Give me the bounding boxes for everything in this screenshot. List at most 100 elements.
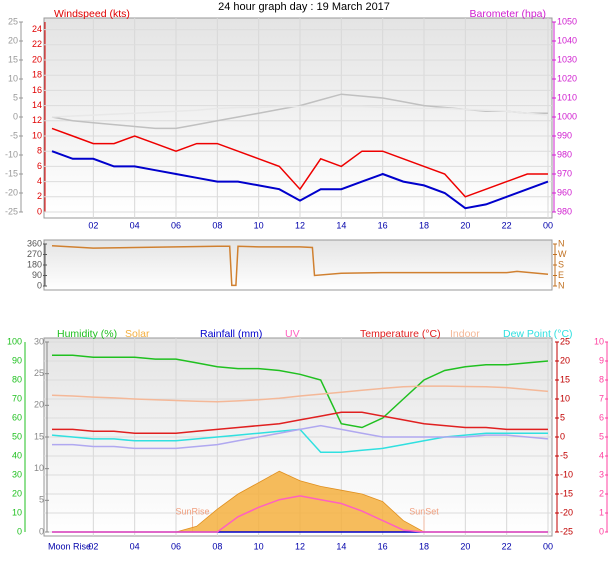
y-tick-label: -15: [5, 168, 18, 178]
y-tick-label: 1040: [557, 35, 577, 45]
x-tick-label: 08: [212, 220, 222, 230]
y-tick-label: 16: [32, 85, 42, 95]
y-tick-label: -20: [560, 507, 573, 517]
y-tick-label: 1010: [557, 92, 577, 102]
x-tick-label: 14: [336, 541, 346, 551]
y-tick-label: N: [558, 238, 565, 248]
x-tick-label: 12: [295, 220, 305, 230]
y-tick-label: 18: [32, 70, 42, 80]
y-tick-label: 9: [599, 355, 604, 365]
y-tick-label: 960: [557, 187, 572, 197]
y-tick-label: 10: [594, 336, 604, 346]
x-tick-label: 02: [88, 541, 98, 551]
y-tick-label: 20: [8, 35, 18, 45]
x-tick-label: 04: [130, 220, 140, 230]
y-tick-label: 25: [34, 368, 44, 378]
y-tick-label: 0: [560, 431, 565, 441]
x-tick-label: 22: [502, 541, 512, 551]
line-series: [51, 105, 549, 118]
x-tick-label: 18: [419, 220, 429, 230]
y-tick-label: -10: [5, 149, 18, 159]
legend-entry: Rainfall (mm): [200, 328, 262, 340]
legend-entry: UV: [285, 328, 300, 340]
y-tick-label: 30: [34, 336, 44, 346]
y-tick-label: 8: [599, 374, 604, 384]
annotation: SunRise: [176, 506, 210, 516]
y-tick-label: 3: [599, 469, 604, 479]
y-tick-label: 0: [37, 280, 42, 290]
annotation: SunSet: [409, 506, 439, 516]
y-tick-label: N: [558, 280, 565, 290]
y-tick-label: 180: [27, 259, 42, 269]
y-tick-label: W: [558, 249, 567, 259]
y-tick-label: -10: [560, 469, 573, 479]
y-tick-label: 6: [599, 412, 604, 422]
y-tick-label: 0: [599, 526, 604, 536]
y-tick-label: 10: [34, 463, 44, 473]
y-tick-label: 970: [557, 168, 572, 178]
y-tick-label: 20: [12, 488, 22, 498]
y-tick-label: 0: [13, 111, 18, 121]
x-tick-label: 18: [419, 541, 429, 551]
x-tick-label: 04: [130, 541, 140, 551]
x-tick-label: 10: [254, 541, 264, 551]
y-tick-label: 20: [560, 355, 570, 365]
x-tick-label: 08: [212, 541, 222, 551]
y-tick-label: E: [558, 270, 564, 280]
x-tick-label: 06: [171, 220, 181, 230]
y-tick-label: 20: [32, 54, 42, 64]
y-tick-label: 1000: [557, 111, 577, 121]
y-tick-label: 5: [13, 92, 18, 102]
legend-entry: Dew Point (°C): [503, 328, 573, 340]
y-tick-label: 1: [599, 507, 604, 517]
y-tick-label: 15: [560, 374, 570, 384]
plot-area: [43, 17, 553, 219]
y-tick-label: 990: [557, 130, 572, 140]
legend-entry: Temperature (°C): [360, 328, 441, 340]
x-tick-label: 14: [336, 220, 346, 230]
x-tick-label: 00: [543, 220, 553, 230]
y-tick-label: 15: [8, 54, 18, 64]
y-tick-label: 270: [27, 249, 42, 259]
line-series: [52, 424, 549, 450]
line-series: [51, 127, 548, 198]
x-tick-label: 20: [460, 541, 470, 551]
y-tick-label: 60: [12, 412, 22, 422]
y-tick-label: 6: [37, 161, 42, 171]
y-tick-label: 20: [34, 400, 44, 410]
y-tick-label: -25: [560, 526, 573, 536]
note: Moon Rise: [48, 541, 91, 551]
y-tick-label: 0: [37, 206, 42, 216]
y-tick-label: 30: [12, 469, 22, 479]
y-tick-label: -5: [10, 130, 18, 140]
y-tick-label: -5: [560, 450, 568, 460]
y-tick-label: 0: [39, 526, 44, 536]
y-tick-label: 22: [32, 39, 42, 49]
x-tick-label: 02: [88, 220, 98, 230]
chart-title: 24 hour graph day : 19 March 2017: [218, 1, 390, 13]
y-tick-label: 70: [12, 393, 22, 403]
line-series: [51, 245, 549, 287]
y-tick-label: 5: [39, 495, 44, 505]
y-tick-label: 10: [12, 507, 22, 517]
y-tick-label: 980: [557, 206, 572, 216]
y-tick-label: 12: [32, 115, 42, 125]
y-tick-label: -25: [5, 206, 18, 216]
x-tick-label: 20: [460, 220, 470, 230]
y-axis-title: Windspeed (kts): [54, 8, 130, 20]
y-tick-label: 1020: [557, 73, 577, 83]
y-tick-label: 980: [557, 149, 572, 159]
y-tick-label: 360: [27, 238, 42, 248]
line-series: [52, 411, 548, 434]
y-tick-label: 50: [12, 431, 22, 441]
y-tick-label: 10: [32, 130, 42, 140]
y-tick-label: S: [558, 259, 564, 269]
line-series: [51, 150, 549, 210]
x-tick-label: 00: [543, 541, 553, 551]
y-tick-label: 4: [37, 176, 42, 186]
y2-axis-title: Barometer (hpa): [470, 8, 546, 20]
y-tick-label: 8: [37, 146, 42, 156]
line-series: [52, 495, 548, 533]
y-tick-label: 14: [32, 100, 42, 110]
